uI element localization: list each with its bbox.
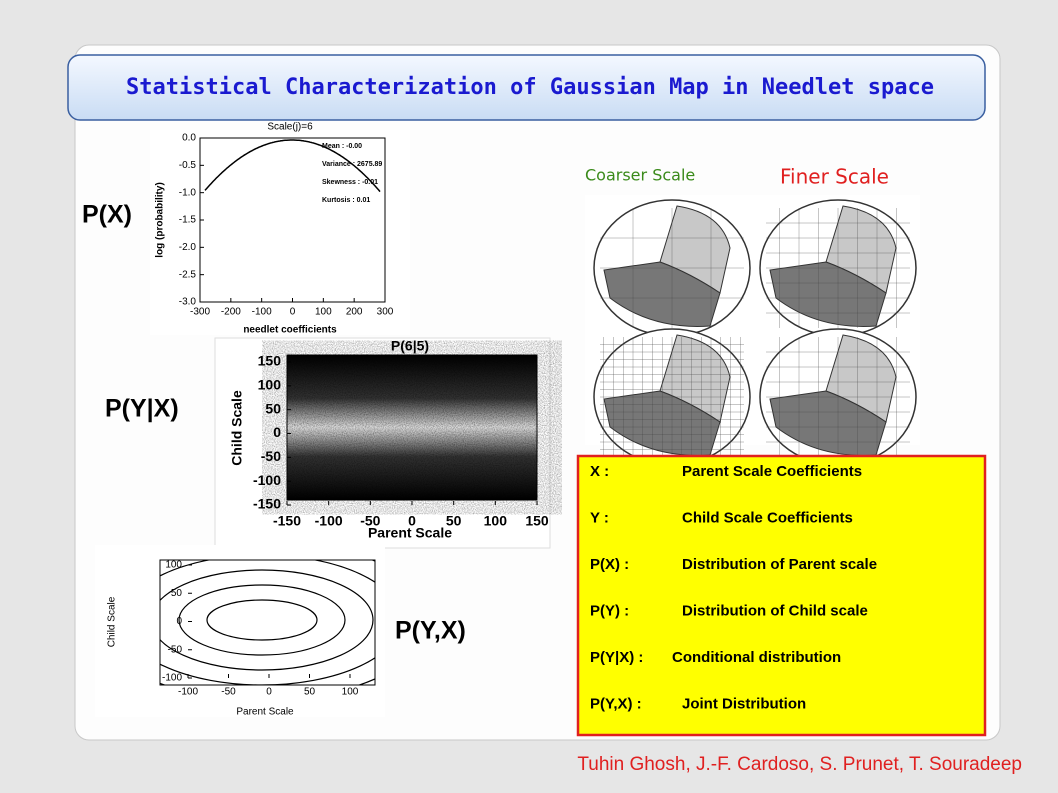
px-stat: Mean : -0.00 (322, 143, 362, 150)
px-title: Scale(j)=6 (267, 122, 313, 133)
y-tick-label: 100 (258, 377, 282, 393)
legend-desc: Child Scale Coefficients (682, 509, 853, 526)
joint-frame (159, 559, 376, 686)
y-tick-label: -1.5 (179, 215, 197, 226)
y-tick-label: 0.0 (182, 133, 196, 144)
legend-desc: Distribution of Child scale (682, 602, 868, 619)
contour (178, 584, 346, 656)
legend-desc: Joint Distribution (682, 695, 806, 712)
x-tick-label: 50 (446, 513, 462, 529)
y-tick-label: 50 (265, 400, 281, 416)
cond-title: P(6|5) (391, 338, 429, 354)
legend: X : Parent Scale Coefficients Y : Child Sca… (590, 463, 877, 713)
cond-noise (287, 355, 537, 500)
x-tick-label: -300 (190, 307, 210, 318)
sphere (759, 199, 917, 337)
legend-term: P(X) : (590, 556, 629, 573)
y-tick-label: -0.5 (179, 160, 197, 171)
px-stat: Variance : 2675.89 (322, 161, 382, 168)
y-tick-label: 100 (165, 560, 182, 571)
legend-term: Y : (590, 509, 609, 526)
x-tick-label: 300 (377, 307, 394, 318)
x-tick-label: -50 (360, 513, 380, 529)
x-tick-label: 100 (315, 307, 332, 318)
x-tick-label: -200 (221, 307, 241, 318)
authors: Tuhin Ghosh, J.-F. Cardoso, S. Prunet, T… (577, 754, 1022, 775)
x-tick-label: 100 (342, 687, 359, 698)
contour (160, 569, 374, 671)
joint-y-label: Child Scale (107, 596, 118, 647)
y-tick-label: -3.0 (179, 297, 197, 308)
title-box (67, 54, 986, 121)
px-stat: Skewness : -0.01 (322, 179, 378, 186)
y-tick-label: -100 (253, 472, 281, 488)
cond-y-label: Child Scale (229, 390, 245, 466)
x-tick-label: 0 (408, 513, 416, 529)
x-tick-label: 100 (484, 513, 508, 529)
x-tick-label: 0 (266, 687, 272, 698)
px-y-label: log (probability) (155, 182, 166, 258)
x-tick-label: 0 (290, 307, 296, 318)
finer-label: Finer Scale (780, 165, 889, 189)
x-tick-label: 50 (304, 687, 316, 698)
px-label: P(X) (82, 201, 132, 229)
x-tick-label: 200 (346, 307, 363, 318)
y-tick-label: -100 (162, 673, 182, 684)
legend-box (576, 454, 987, 737)
legend-term: X : (590, 463, 609, 480)
legend-term: P(Y) : (590, 602, 629, 619)
joint-x-label: Parent Scale (236, 707, 294, 718)
y-tick-label: -50 (261, 448, 281, 464)
cond-x-label: Parent Scale (368, 525, 452, 541)
x-tick-label: -150 (273, 513, 301, 529)
y-tick-label: -2.0 (179, 242, 197, 253)
px-image (150, 130, 410, 335)
y-tick-label: -150 (253, 496, 281, 512)
legend-desc: Distribution of Parent scale (682, 556, 877, 573)
y-tick-label: 50 (171, 588, 183, 599)
contour (206, 599, 318, 641)
y-tick-label: 0 (273, 424, 281, 440)
legend-desc: Parent Scale Coefficients (682, 463, 862, 480)
y-tick-label: 0 (176, 616, 182, 627)
joint-label: P(Y,X) (395, 617, 466, 645)
x-tick-label: 150 (525, 513, 549, 529)
spheres (593, 199, 917, 466)
y-tick-label: -2.5 (179, 269, 197, 280)
px-x-label: needlet coefficients (243, 325, 337, 336)
x-tick-label: -100 (315, 513, 343, 529)
px-curve (204, 139, 381, 193)
px-stat: Kurtosis : 0.01 (322, 197, 370, 204)
y-tick-label: 150 (258, 353, 282, 369)
joint-contours (160, 560, 375, 685)
y-tick-label: -50 (168, 644, 183, 655)
joint-image (95, 545, 385, 717)
sphere (593, 199, 751, 337)
title: Statistical Characterization of Gaussian… (126, 75, 934, 100)
legend-desc: Conditional distribution (672, 649, 841, 666)
x-tick-label: -50 (221, 687, 236, 698)
cond-label: P(Y|X) (105, 395, 179, 423)
x-tick-label: -100 (252, 307, 272, 318)
coarser-label: Coarser Scale (585, 166, 695, 185)
y-tick-label: -1.0 (179, 187, 197, 198)
sphere (593, 328, 751, 466)
legend-term: P(Y,X) : (590, 695, 642, 712)
legend-term: P(Y|X) : (590, 649, 643, 666)
x-tick-label: -100 (178, 687, 198, 698)
cond-frame (286, 354, 538, 501)
sphere (759, 328, 917, 466)
